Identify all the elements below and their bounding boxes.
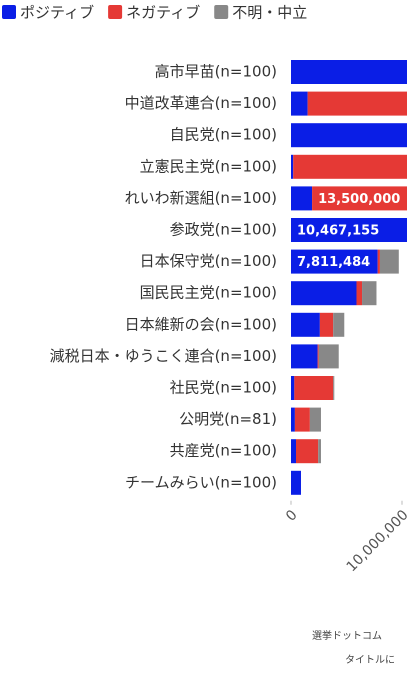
bar-segment: [318, 439, 321, 464]
category-label: 国民民主党(n=100): [140, 284, 277, 302]
bar-segment: [362, 281, 377, 306]
category-label: チームみらい(n=100): [125, 473, 277, 491]
value-label: 7,811,484: [297, 255, 370, 270]
bar-segment: [319, 312, 334, 337]
x-tick-label: 10,000,000: [344, 507, 407, 575]
legend-swatch: [108, 5, 123, 19]
bar-segment: [291, 407, 295, 432]
category-label: 社民党(n=100): [170, 379, 277, 397]
bar-segment: [291, 218, 407, 242]
bar-segment: [291, 91, 308, 116]
bar-segment: [309, 407, 321, 432]
category-label: 減税日本・ゆうこく連合(n=100): [50, 347, 277, 365]
bar-segment: [291, 186, 313, 211]
bar-segment: [291, 344, 318, 369]
bar-segment: [291, 249, 378, 274]
bar-segment: [379, 249, 399, 274]
bar-segment: [291, 281, 357, 306]
bar-segment: [291, 154, 294, 179]
bar-segment: [333, 312, 345, 337]
category-label: れいわ新選組(n=100): [125, 189, 277, 207]
source-line: 選挙ドットコム: [312, 629, 382, 642]
category-label: 共産党(n=100): [170, 442, 277, 460]
bar-segment: [294, 376, 334, 400]
category-label: 公明党(n=81): [179, 410, 277, 428]
category-label: 参政党(n=100): [170, 221, 277, 239]
legend-swatch: [214, 5, 229, 19]
bar-segment: [291, 123, 407, 148]
bar-segment: [318, 344, 339, 369]
category-label: 自民党(n=100): [170, 126, 277, 144]
bar-segment: [291, 439, 296, 464]
source-line: タイトルに: [345, 654, 395, 666]
category-label: 立憲民主党(n=100): [140, 157, 277, 175]
category-label: 日本保守党(n=100): [140, 252, 277, 270]
bar-segment: [333, 376, 335, 400]
category-label: 高市早苗(n=100): [155, 63, 277, 81]
value-label: 10,467,155: [297, 224, 379, 239]
bar-segment: [356, 281, 363, 306]
legend-swatch: [2, 5, 16, 19]
category-label: 日本維新の会(n=100): [125, 315, 277, 333]
bar-segment: [295, 439, 319, 464]
category-label: 中道改革連合(n=100): [125, 94, 277, 112]
bar-segment: [317, 344, 319, 369]
bar-segment: [291, 312, 320, 337]
bar-segment: [307, 91, 407, 116]
legend-label: ネガティブ: [126, 4, 200, 22]
legend-label: ポジティブ: [20, 4, 94, 22]
legend-label: 不明・中立: [232, 4, 307, 22]
bar-segment: [377, 249, 380, 274]
bar-segment: [312, 186, 407, 211]
value-label: 13,500,000: [318, 192, 400, 207]
bar-segment: [293, 154, 407, 179]
bar-segment: [294, 407, 310, 432]
bar-segment: [291, 376, 295, 400]
bar-segment: [291, 60, 407, 84]
bar-segment: [291, 470, 301, 495]
x-tick-label: 0: [283, 507, 301, 525]
